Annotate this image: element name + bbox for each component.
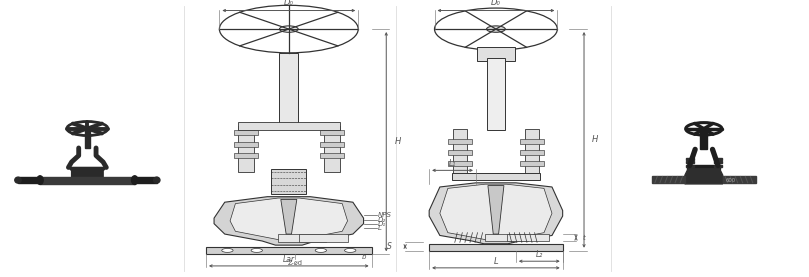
Bar [714, 165, 722, 166]
Bar [238, 122, 340, 130]
Bar [477, 47, 515, 61]
Bar [320, 153, 344, 158]
Text: L₂: L₂ [536, 250, 543, 259]
Text: Lar: Lar [283, 255, 294, 264]
Bar [701, 129, 707, 149]
Bar [324, 126, 340, 172]
Bar [429, 244, 562, 251]
Polygon shape [69, 167, 106, 177]
Bar [279, 53, 299, 129]
Text: 600: 600 [726, 178, 736, 183]
Bar [524, 129, 540, 177]
Bar [520, 161, 544, 166]
Polygon shape [685, 169, 722, 184]
Bar [299, 234, 348, 242]
Polygon shape [40, 177, 134, 184]
Bar [686, 158, 693, 160]
Bar [448, 150, 472, 155]
Bar [18, 177, 40, 183]
Polygon shape [722, 176, 756, 183]
Text: L: L [379, 225, 382, 231]
Circle shape [700, 127, 708, 130]
Ellipse shape [154, 177, 160, 183]
Bar [238, 126, 254, 172]
Ellipse shape [37, 176, 43, 184]
Bar [320, 142, 344, 147]
Text: L₁: L₁ [449, 159, 456, 168]
Text: D₀: D₀ [491, 0, 501, 7]
Bar [686, 165, 693, 166]
Text: NPS: NPS [379, 212, 392, 218]
Text: D₀: D₀ [284, 0, 294, 7]
Text: H: H [592, 135, 599, 144]
Bar [448, 161, 472, 166]
Polygon shape [281, 199, 297, 234]
Text: D₂: D₂ [379, 217, 387, 222]
Polygon shape [214, 197, 363, 245]
Text: H: H [394, 137, 400, 146]
Bar [714, 158, 722, 160]
Text: b: b [362, 253, 366, 260]
Ellipse shape [132, 176, 138, 184]
Circle shape [486, 26, 506, 32]
Circle shape [83, 127, 91, 130]
Text: t: t [582, 235, 585, 240]
Ellipse shape [15, 177, 21, 183]
Bar [278, 234, 326, 242]
Bar [134, 177, 157, 183]
Bar [688, 165, 720, 169]
Bar [686, 161, 693, 163]
Circle shape [316, 248, 327, 252]
Text: D₁: D₁ [379, 221, 387, 227]
Circle shape [222, 248, 233, 252]
Text: Z-⌀d: Z-⌀d [288, 260, 303, 266]
Polygon shape [440, 184, 552, 240]
Bar [234, 153, 258, 158]
Polygon shape [652, 176, 685, 183]
Circle shape [345, 248, 356, 252]
Bar [234, 130, 258, 135]
Bar [84, 128, 91, 148]
Bar [506, 234, 549, 241]
Text: S: S [388, 242, 392, 251]
Bar [487, 58, 505, 130]
Bar [206, 247, 371, 254]
Bar [714, 161, 722, 163]
Bar [520, 139, 544, 144]
Bar [485, 234, 528, 241]
Circle shape [251, 248, 262, 252]
Bar [272, 169, 306, 194]
Text: L: L [493, 257, 498, 266]
Polygon shape [488, 186, 504, 234]
Bar [448, 139, 472, 144]
Bar [320, 130, 344, 135]
Polygon shape [429, 183, 562, 244]
Bar [520, 150, 544, 155]
Bar [234, 142, 258, 147]
Polygon shape [230, 198, 348, 240]
Bar [452, 129, 468, 177]
Bar [452, 173, 540, 180]
